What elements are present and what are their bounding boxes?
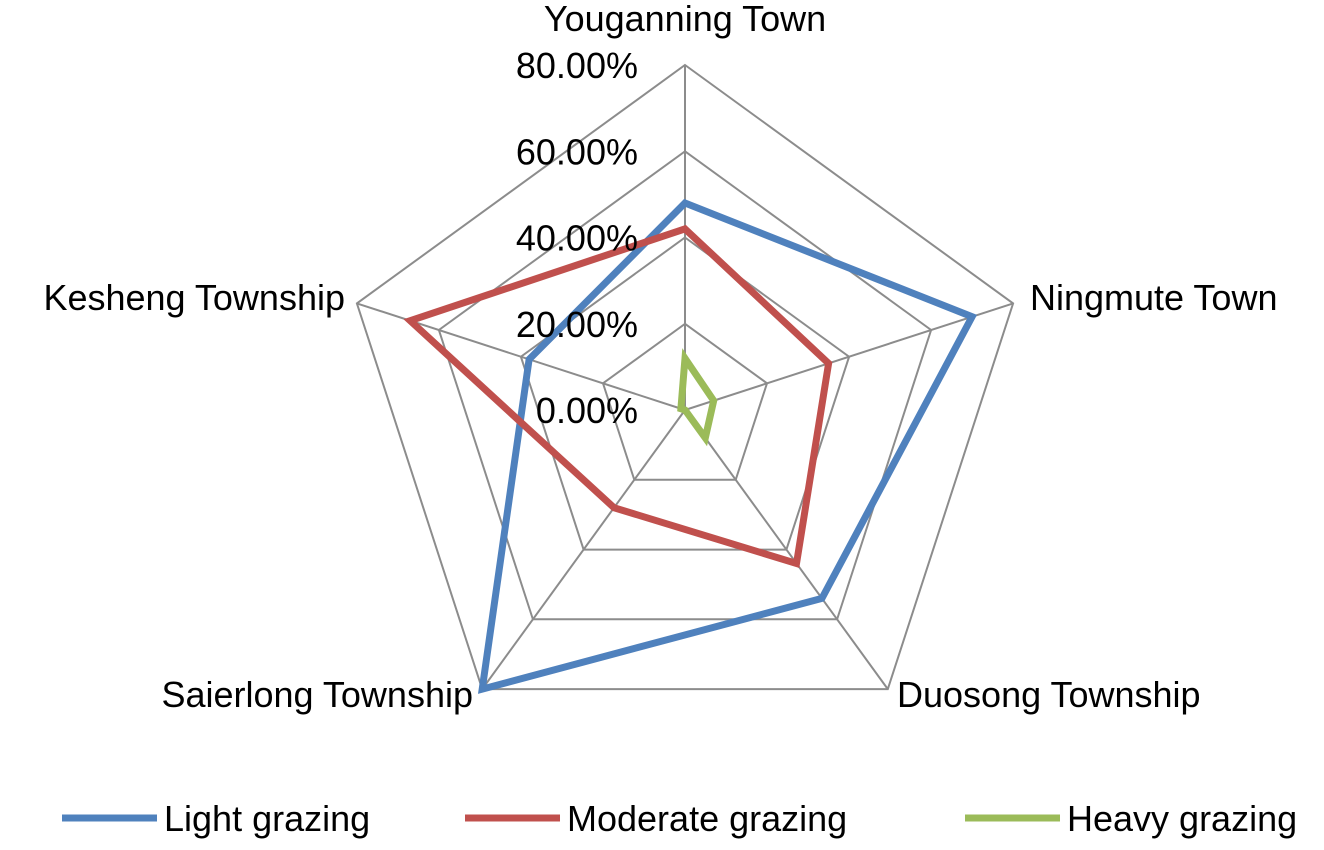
category-label-2: Duosong Township	[897, 674, 1201, 715]
category-label-1: Ningmute Town	[1030, 277, 1277, 318]
tick-label-4: 80.00%	[516, 45, 638, 86]
tick-label-1: 20.00%	[516, 304, 638, 345]
series-line-light-grazing	[482, 203, 972, 689]
series-layer	[410, 203, 972, 689]
legend-label-2: Heavy grazing	[1067, 798, 1297, 839]
legend-label-1: Moderate grazing	[567, 798, 847, 839]
legend: Light grazing Moderate grazing Heavy grazi…	[62, 798, 1297, 839]
tick-label-2: 40.00%	[516, 218, 638, 259]
category-layer: Youganning Town Ningmute Town Duosong Town…	[43, 0, 1277, 715]
tick-label-0: 0.00%	[536, 390, 638, 431]
legend-label-0: Light grazing	[164, 798, 370, 839]
category-label-3: Saierlong Township	[161, 674, 473, 715]
tick-label-3: 60.00%	[516, 131, 638, 172]
spoke-1	[685, 303, 1013, 410]
category-label-4: Kesheng Township	[43, 277, 345, 318]
category-label-0: Youganning Town	[544, 0, 826, 39]
tick-layer: 0.00% 20.00% 40.00% 60.00% 80.00%	[516, 45, 638, 431]
